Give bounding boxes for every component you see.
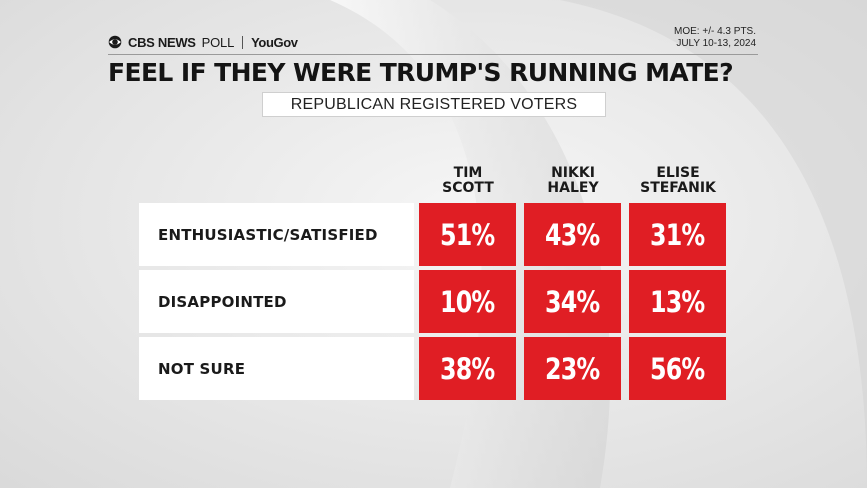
value-label: 23%: [545, 351, 600, 386]
value-cell: 38%: [419, 337, 516, 400]
column-header-line: STEFANIK: [640, 180, 716, 196]
row-label: DISAPPOINTED: [139, 270, 414, 333]
column-header-line: SCOTT: [442, 180, 494, 196]
brand-cbs-news: CBS NEWS: [128, 34, 196, 50]
value-cell: 13%: [629, 270, 726, 333]
row-label: ENTHUSIASTIC/SATISFIED: [139, 203, 414, 266]
value-label: 13%: [650, 284, 705, 319]
margin-of-error: MOE: +/- 4.3 PTS. JULY 10-13, 2024: [674, 26, 756, 50]
column-header: NIKKI HALEY: [523, 166, 623, 196]
cbs-eye-icon: [108, 35, 122, 49]
chart-subtitle: REPUBLICAN REGISTERED VOTERS: [262, 92, 606, 117]
column-header: ELISE STEFANIK: [628, 166, 728, 196]
column-header-line: HALEY: [547, 180, 599, 196]
header-rule: [108, 54, 758, 55]
value-cell: 34%: [524, 270, 621, 333]
value-cell: 43%: [524, 203, 621, 266]
chart-title: FEEL IF THEY WERE TRUMP'S RUNNING MATE?: [108, 58, 734, 87]
value-cell: 51%: [419, 203, 516, 266]
brand-poll: POLL: [201, 34, 235, 50]
value-label: 31%: [650, 217, 705, 252]
value-cell: 10%: [419, 270, 516, 333]
column-header-line: NIKKI: [551, 165, 595, 181]
value-cell: 56%: [629, 337, 726, 400]
value-label: 34%: [545, 284, 600, 319]
value-label: 10%: [440, 284, 495, 319]
poll-dates: JULY 10-13, 2024: [676, 38, 756, 49]
value-cell: 23%: [524, 337, 621, 400]
column-header: TIM SCOTT: [418, 166, 518, 196]
value-label: 56%: [650, 351, 705, 386]
column-header-line: ELISE: [656, 165, 700, 181]
logo-divider: [242, 35, 244, 49]
row-label: NOT SURE: [139, 337, 414, 400]
value-label: 51%: [440, 217, 495, 252]
brand-yougov: YouGov: [251, 34, 298, 50]
cbs-news-poll-logo: CBS NEWS POLL YouGov: [108, 34, 298, 50]
value-label: 43%: [545, 217, 600, 252]
column-header-line: TIM: [453, 165, 483, 181]
moe-line: MOE: +/- 4.3 PTS.: [674, 26, 756, 37]
value-cell: 31%: [629, 203, 726, 266]
value-label: 38%: [440, 351, 495, 386]
